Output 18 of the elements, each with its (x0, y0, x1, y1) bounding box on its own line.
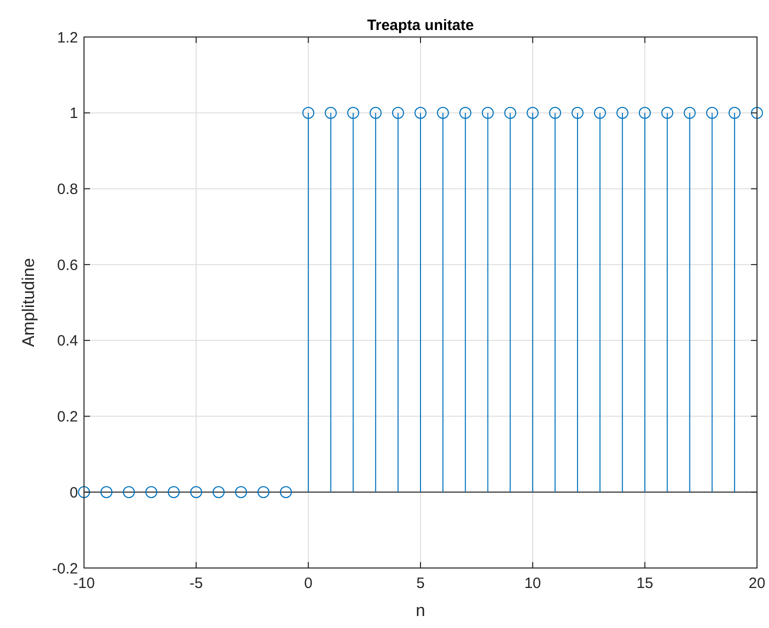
y-tick-label: 0.6 (57, 256, 78, 274)
x-tick-label: 10 (524, 575, 542, 592)
y-tick-label: -0.2 (52, 560, 78, 578)
y-tick-label: 0.2 (57, 408, 78, 426)
y-tick-label: 0.4 (57, 332, 78, 350)
chart-title: Treapta unitate (367, 17, 474, 34)
y-tick-label: 0.8 (57, 180, 78, 198)
y-axis-title: Amplitudine (19, 258, 38, 347)
y-tick-label: 0 (70, 484, 78, 502)
y-tick-label: 1 (70, 105, 78, 122)
x-tick-label: -10 (73, 575, 95, 592)
x-tick-label: 20 (748, 575, 766, 592)
x-tick-label: 15 (636, 575, 654, 592)
x-tick-label: 0 (304, 575, 313, 592)
x-axis-title: n (416, 601, 426, 620)
x-tick-label: -5 (189, 575, 203, 592)
x-tick-label: 5 (416, 575, 425, 592)
y-tick-label: 1.2 (57, 29, 78, 46)
